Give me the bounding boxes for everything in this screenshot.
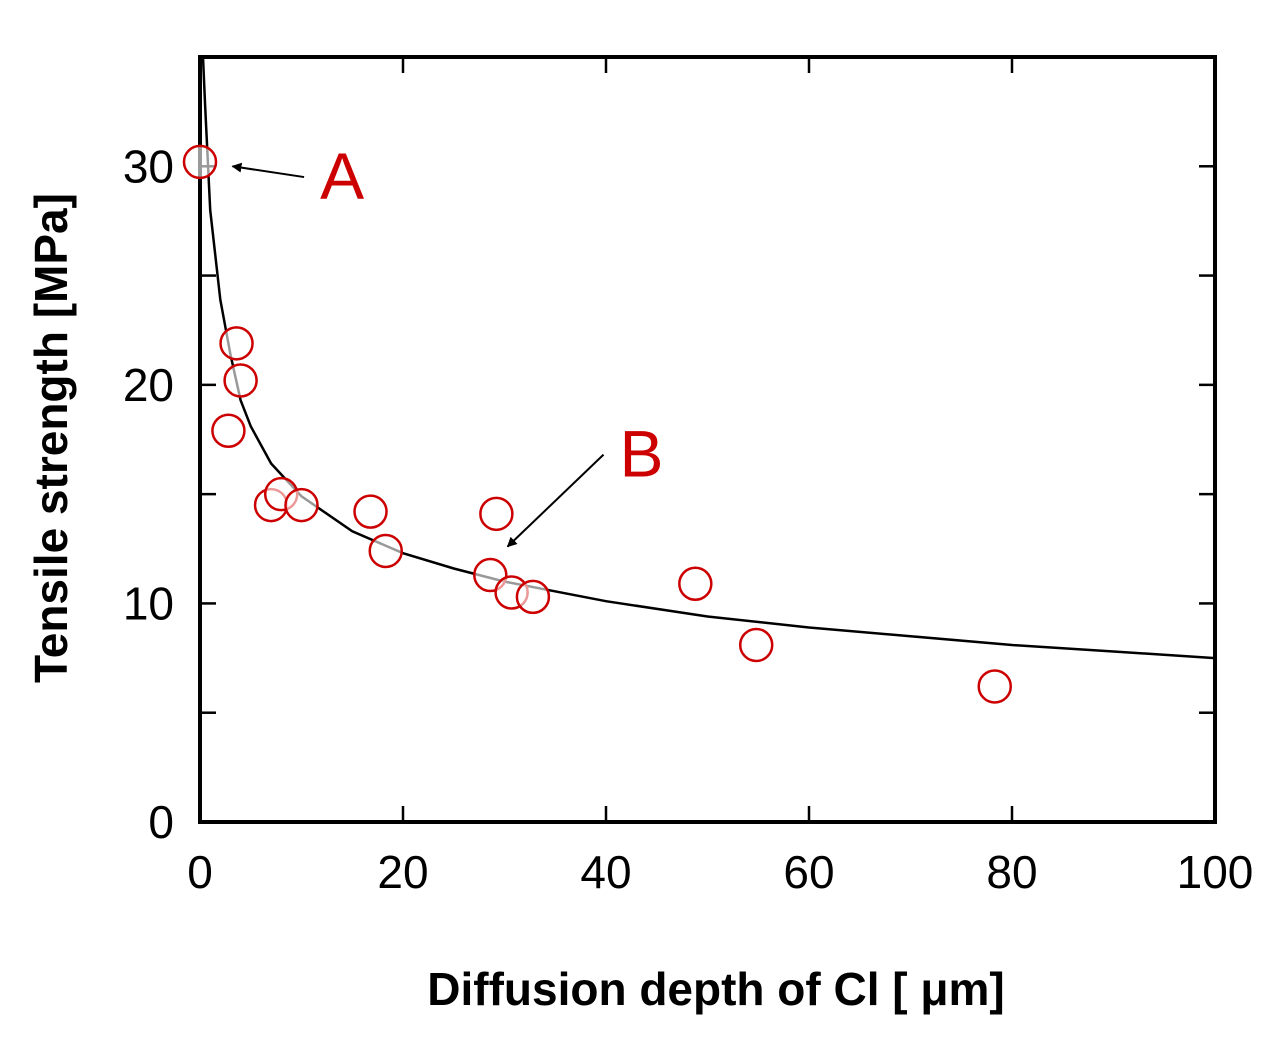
data-point — [353, 494, 388, 529]
annotation-arrow — [231, 162, 305, 179]
y-tick-label: 10 — [123, 577, 174, 629]
x-axis-label: Diffusion depth of Cl [ μm] — [427, 963, 1005, 1015]
x-tick-label: 60 — [783, 846, 834, 898]
data-point — [211, 413, 246, 449]
data-point — [678, 566, 713, 602]
x-tick-label: 0 — [187, 846, 213, 898]
y-axis-label: Tensile strength [MPa] — [25, 193, 77, 683]
annotations: AB — [231, 139, 664, 548]
axis-tick-labels: 0 20 40 60 80 100 0 10 20 30 — [123, 140, 1254, 898]
y-tick-label: 0 — [148, 796, 174, 848]
data-point — [223, 363, 258, 398]
data-point — [515, 579, 551, 615]
data-point — [182, 144, 218, 180]
data-point — [738, 627, 774, 663]
data-point — [977, 669, 1012, 704]
y-tick-label: 20 — [123, 359, 174, 411]
x-tick-label: 40 — [580, 846, 631, 898]
data-point — [368, 533, 403, 569]
annotation-label: B — [620, 417, 664, 491]
annotation-label: A — [320, 139, 364, 213]
data-point — [219, 326, 254, 361]
data-point — [479, 496, 514, 532]
x-tick-label: 100 — [1177, 846, 1254, 898]
data-point — [284, 487, 319, 523]
plot-border — [198, 55, 1217, 824]
plot-frame — [198, 55, 1217, 824]
x-tick-label: 20 — [377, 846, 428, 898]
y-tick-label: 30 — [123, 140, 174, 192]
x-tick-label: 80 — [986, 846, 1037, 898]
data-points — [182, 144, 1012, 704]
axis-ticks — [198, 57, 1217, 824]
annotation-arrow — [506, 453, 605, 548]
